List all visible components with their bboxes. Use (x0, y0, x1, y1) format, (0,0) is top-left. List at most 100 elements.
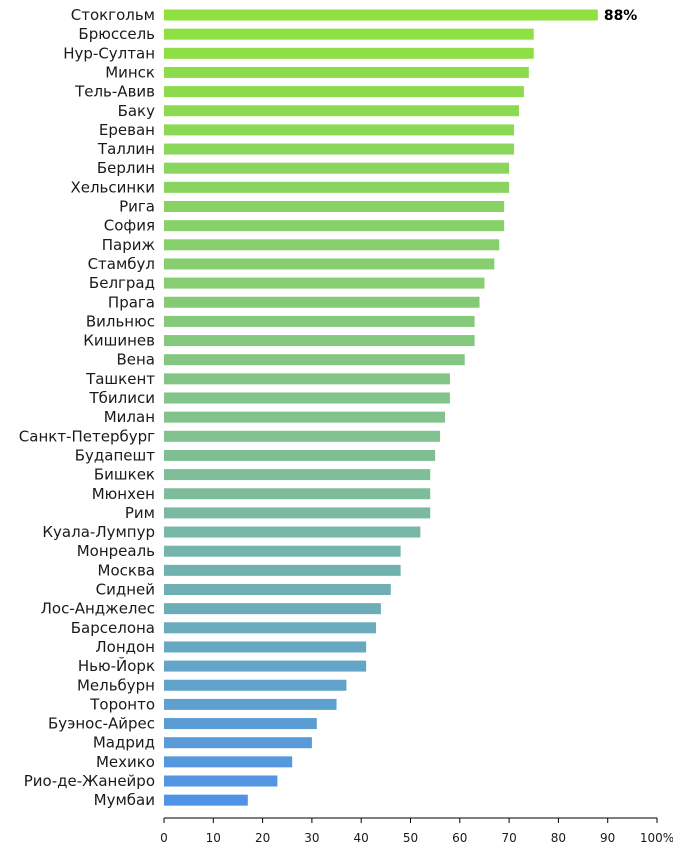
bar (164, 201, 505, 212)
category-label: Тбилиси (89, 389, 156, 407)
category-label: Рио-де-Жанейро (24, 772, 155, 790)
bar (164, 794, 248, 806)
bar (164, 622, 376, 634)
data-label: 88% (604, 8, 638, 24)
x-tick-label: 20 (255, 831, 270, 845)
bar (164, 105, 519, 117)
category-label: Таллин (97, 140, 155, 158)
category-label: Париж (102, 236, 155, 254)
category-label: Бишкек (94, 466, 155, 484)
bar (164, 737, 312, 749)
bar (164, 392, 450, 404)
bar (164, 220, 505, 232)
category-label: Стамбул (88, 255, 155, 273)
bar (164, 296, 480, 308)
bar (164, 660, 367, 672)
x-tick-label: 60 (452, 831, 467, 845)
category-label: Минск (105, 63, 155, 81)
category-label: Кишинев (83, 332, 155, 350)
x-tick-label: 80 (551, 831, 566, 845)
bar (164, 239, 500, 251)
category-label: Стокгольм (71, 6, 155, 24)
category-label: Милан (104, 408, 155, 426)
x-tick-label: 40 (354, 831, 369, 845)
category-label: Белград (89, 274, 155, 292)
category-label: Монреаль (77, 542, 155, 560)
bar (164, 411, 446, 423)
data-labels-group: 88% (604, 8, 638, 24)
category-label: Москва (98, 561, 155, 579)
category-label: Мадрид (93, 734, 155, 752)
category-label: Мехико (96, 753, 155, 771)
bar (164, 354, 465, 366)
category-label: Лос-Анджелес (41, 600, 155, 618)
bar (164, 603, 381, 615)
bar (164, 469, 431, 481)
category-label: Ереван (99, 121, 155, 139)
bar (164, 86, 524, 98)
bar (164, 507, 431, 519)
bar (164, 698, 337, 710)
category-label: Рига (119, 198, 155, 216)
category-label: Барселона (71, 619, 155, 637)
x-tick-label: 30 (304, 831, 319, 845)
x-tick-label: 50 (403, 831, 418, 845)
category-label: Нур-Султан (63, 44, 155, 62)
bar (164, 488, 431, 500)
category-label: Тель-Авив (74, 83, 155, 101)
bar (164, 641, 367, 653)
x-axis: 0 10 20 30 40 50 60 70 80 90 100% (160, 817, 673, 845)
bar (164, 162, 510, 174)
category-label: Санкт-Петербург (19, 427, 155, 445)
category-label: Нью-Йорк (78, 656, 155, 675)
bar (164, 756, 293, 768)
bar (164, 277, 485, 289)
category-label: Торонто (89, 695, 155, 713)
category-label: Рим (125, 504, 155, 522)
category-label: Мюнхен (92, 485, 155, 503)
x-tick-label: 0 (160, 831, 168, 845)
x-tick-label: 90 (600, 831, 615, 845)
category-label: София (104, 217, 155, 235)
bar (164, 181, 510, 193)
bars-group (164, 9, 598, 806)
bar (164, 9, 598, 21)
bar (164, 47, 534, 59)
bar (164, 143, 515, 155)
category-label: Будапешт (75, 446, 155, 464)
bar (164, 545, 401, 557)
category-label: Прага (108, 293, 155, 311)
bar (164, 335, 475, 347)
bar (164, 373, 450, 385)
category-label: Лондон (95, 638, 155, 656)
category-label: Хельсинки (70, 178, 155, 196)
category-label: Баку (118, 102, 156, 120)
x-tick-label: 70 (501, 831, 516, 845)
category-label: Куала-Лумпур (42, 523, 155, 541)
category-label: Мумбаи (94, 791, 155, 809)
bar (164, 124, 515, 136)
category-label: Брюссель (78, 25, 155, 43)
bar (164, 258, 495, 270)
bar (164, 430, 441, 442)
category-label: Берлин (97, 159, 155, 177)
bar (164, 718, 317, 730)
category-label: Ташкент (85, 370, 155, 388)
bar (164, 526, 421, 538)
bar (164, 775, 278, 787)
category-label: Сидней (96, 581, 155, 599)
bar (164, 315, 475, 327)
category-label: Буэнос-Айрес (48, 715, 155, 733)
x-tick-label: 100% (640, 831, 673, 845)
category-label: Вильнюс (86, 312, 155, 330)
bar (164, 679, 347, 691)
category-label: Мельбурн (77, 676, 155, 694)
category-label: Вена (116, 351, 155, 369)
bar (164, 28, 534, 40)
bar (164, 584, 391, 595)
x-tick-label: 10 (206, 831, 221, 845)
bar (164, 564, 401, 576)
bar (164, 66, 529, 78)
